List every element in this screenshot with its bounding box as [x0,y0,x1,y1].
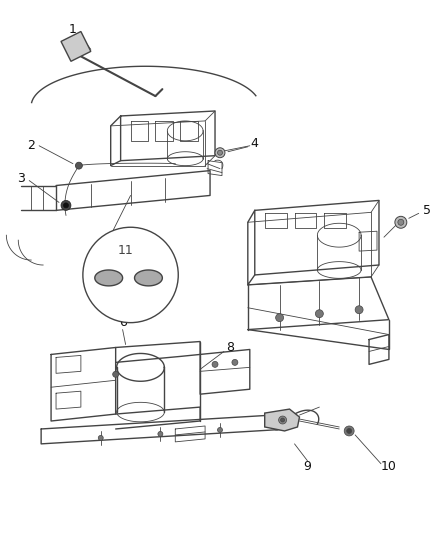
Text: 10: 10 [381,460,397,473]
Circle shape [75,162,82,169]
Polygon shape [61,31,91,61]
Circle shape [344,426,354,436]
Circle shape [83,227,178,322]
Text: 8: 8 [226,341,234,354]
Circle shape [218,150,223,155]
Text: 11: 11 [118,244,134,256]
Circle shape [64,203,68,208]
Circle shape [276,314,283,321]
Circle shape [218,427,223,432]
Circle shape [281,418,285,422]
Circle shape [347,429,352,433]
Circle shape [315,310,323,318]
Circle shape [98,435,103,440]
Circle shape [232,359,238,365]
Polygon shape [134,270,162,286]
Circle shape [395,216,407,228]
Circle shape [398,219,404,225]
Circle shape [212,361,218,367]
Text: 6: 6 [119,316,127,329]
Text: 1: 1 [69,23,77,36]
Circle shape [215,148,225,158]
Circle shape [61,200,71,211]
Text: 2: 2 [27,139,35,152]
Circle shape [113,372,119,377]
Circle shape [279,416,286,424]
Circle shape [355,306,363,314]
Polygon shape [95,270,123,286]
Text: 4: 4 [251,138,259,150]
Polygon shape [265,409,300,431]
Text: 5: 5 [423,204,431,217]
Text: 3: 3 [18,172,25,185]
Text: 9: 9 [304,460,311,473]
Circle shape [158,431,163,437]
